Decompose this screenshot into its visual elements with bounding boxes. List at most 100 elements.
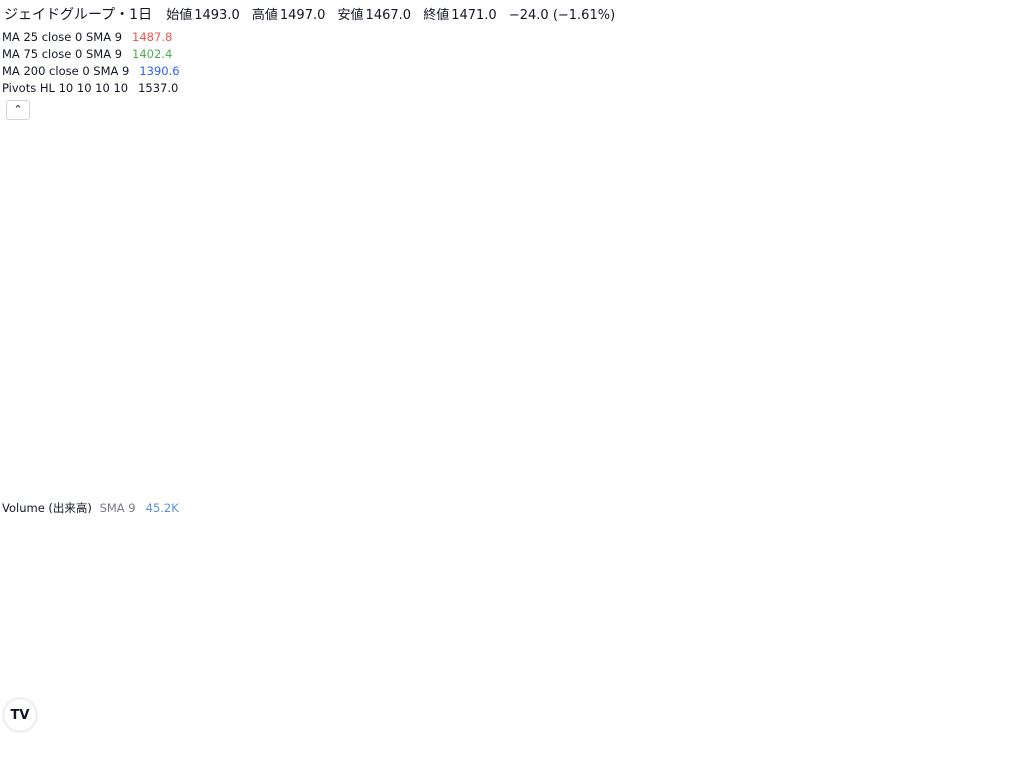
candle-body [281,295,286,304]
candle [432,398,437,431]
price-badge-bg [964,263,1020,281]
volume-bar [479,720,483,738]
volume-bar [298,730,302,738]
volume-bar [567,718,571,738]
candle [150,317,155,360]
candle [294,265,299,294]
volume-bar [833,712,838,738]
candle [648,286,653,295]
candle [764,262,769,274]
volume-bar [238,716,242,738]
candle [119,210,124,228]
candle [87,191,92,209]
candle-body [899,233,904,237]
candle-body [676,275,681,278]
volume-badge-bg [964,718,1020,736]
candle-body [585,355,590,367]
volume-bar [526,714,530,738]
candle-body [278,306,283,319]
candle-body [755,246,760,261]
pivot-label: 962.0 [411,462,445,476]
candle-body [877,236,882,239]
volume-bar [454,720,458,738]
time-tick-label: 5月 [494,746,514,760]
volume-bar [830,729,834,738]
candle [59,179,64,210]
volume-bar [110,725,114,738]
volume-bar [163,565,167,738]
candle [896,230,901,243]
candle [864,227,869,237]
volume-bar [75,725,79,738]
candle-body [742,249,747,261]
candle [535,329,540,352]
candle [698,291,703,298]
volume-bar [539,724,543,738]
volume-bar [144,714,148,738]
volume-bar [439,722,443,738]
candle-body [789,284,794,289]
grid-lines [0,10,952,738]
time-tick-label: 2025 [111,746,144,760]
candle-body [560,348,565,359]
candle-body [413,341,418,352]
candle-body [187,302,192,304]
volume-bar [492,725,496,738]
candle-body [733,295,738,302]
collapse-legend-button[interactable]: ⌃ [6,100,30,120]
close-value: 1471.0 [451,8,497,23]
candle-body [260,289,265,295]
candle-body [438,381,443,398]
candle-body [435,398,440,403]
candle-body [473,347,478,353]
candle [611,299,616,307]
candle-body [172,293,177,297]
volume-bar [169,714,173,738]
price-badge-bg [964,217,1020,235]
symbol-title[interactable]: ジェイドグループ・1日 [4,7,153,23]
candle [328,306,333,313]
volume-bar [692,713,697,738]
candle-body [238,302,243,309]
volume-bar [392,729,396,738]
candle-body [611,302,616,304]
candle [560,346,565,361]
candle-body [372,302,377,305]
high-label: 高値 [251,8,278,23]
volume-bar [232,718,236,738]
candle-body [827,253,832,256]
legend-ma75[interactable]: MA 75 close 0 SMA 9 1402.4 [2,47,172,61]
candle-body [714,301,719,308]
candle [253,293,258,301]
tradingview-logo[interactable]: TV [4,699,36,731]
volume-bar [448,717,452,738]
volume-bar [414,714,418,738]
legend-ma25[interactable]: MA 25 close 0 SMA 9 1487.8 [2,30,172,44]
candle-body [191,298,196,307]
candle [78,157,83,177]
candle [382,292,387,309]
candle [426,369,431,445]
candle-body [908,232,913,237]
candle-body [513,334,518,344]
legend-volume[interactable]: Volume (出来高) SMA 9 45.2K [2,500,179,516]
legend-pivots[interactable]: Pivots HL 10 10 10 10 1537.0 [2,81,178,95]
candle-body [100,213,105,220]
volume-tick-label: 800K [976,554,1008,568]
candle [162,295,167,351]
candle-body [723,295,728,306]
volume-bar [649,723,653,738]
candle-body [448,363,453,383]
volume-bar [345,729,349,738]
candle-body [517,330,522,341]
candle-body [407,315,412,326]
candle-body [636,307,641,310]
volume-bar [605,729,609,738]
pivot-label: 1261.0 [257,341,299,355]
candle-body [34,143,39,150]
legend-ma200[interactable]: MA 200 close 0 SMA 9 1390.6 [2,64,180,78]
candle [777,271,782,289]
price-tick-label: 2000.0 [974,24,1016,38]
candle-body [476,341,481,354]
